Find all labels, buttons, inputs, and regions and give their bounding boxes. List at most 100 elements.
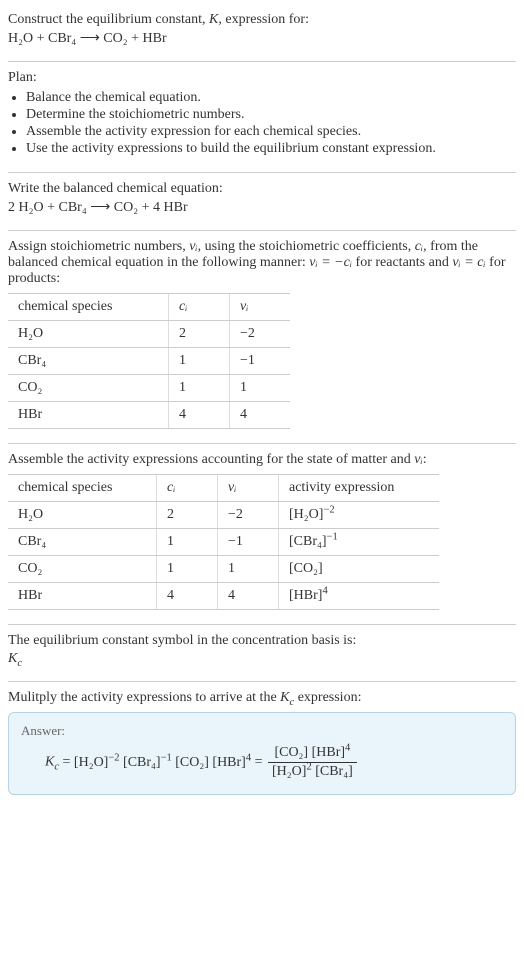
final-heading-b: expression:: [294, 690, 361, 705]
plan-heading: Plan:: [8, 70, 516, 86]
table-header-row: chemical species cᵢ νᵢ activity expressi…: [8, 475, 439, 502]
table-cell: [CO₂]: [279, 556, 440, 583]
table-row: HBr 4 4: [8, 402, 290, 429]
table-cell: −2: [218, 502, 279, 529]
intro-text-post: , expression for:: [218, 12, 309, 27]
table-cell: −2: [230, 321, 291, 348]
answer-box: Answer: Kc = [H₂O]−2 [CBr₄]−1 [CO₂] [HBr…: [8, 712, 516, 795]
table-header: activity expression: [279, 475, 440, 502]
equals: =: [63, 755, 74, 770]
fraction-num: [CO₂] [HBr]4: [268, 745, 357, 763]
plan-item: Use the activity expressions to build th…: [26, 141, 516, 157]
stoich-text-d: for reactants and: [352, 255, 452, 270]
table-cell: H₂O: [8, 502, 157, 529]
activity-heading-b: :: [423, 452, 427, 467]
term-exp: −2: [108, 752, 119, 763]
activity-heading: Assemble the activity expressions accoun…: [8, 452, 516, 468]
table-row: HBr 4 4 [HBr]4: [8, 583, 439, 610]
table-cell: 1: [230, 375, 291, 402]
table-header: chemical species: [8, 475, 157, 502]
stoich-section: Assign stoichiometric numbers, νᵢ , using…: [8, 235, 516, 439]
table-header: cᵢ: [169, 294, 230, 321]
final-section: Mulitply the activity expressions to arr…: [8, 686, 516, 805]
activity-nu: νᵢ: [414, 452, 422, 467]
table-cell: 2: [157, 502, 218, 529]
table-cell: HBr: [8, 402, 169, 429]
activity-base: [H₂O]: [289, 507, 323, 522]
stoich-text: Assign stoichiometric numbers, νᵢ, using…: [8, 239, 516, 287]
stoich-rel1: νᵢ = −cᵢ: [309, 255, 352, 270]
table-cell: [HBr]4: [279, 583, 440, 610]
kcsymbol-line: The equilibrium constant symbol in the c…: [8, 633, 516, 649]
table-row: H₂O 2 −2 [H₂O]−2: [8, 502, 439, 529]
den-exp: 2: [306, 761, 311, 772]
final-heading-a: Mulitply the activity expressions to arr…: [8, 690, 280, 705]
table-cell: 1: [157, 529, 218, 556]
activity-base: [HBr]: [289, 588, 322, 603]
activity-base: [CO₂]: [289, 561, 323, 576]
answer-label: Answer:: [21, 723, 503, 739]
den-base: [CBr₄]: [315, 764, 353, 779]
stoich-text-a: Assign stoichiometric numbers,: [8, 239, 189, 254]
table-cell: 2: [169, 321, 230, 348]
kcsymbol-section: The equilibrium constant symbol in the c…: [8, 629, 516, 677]
stoich-text-b: , using the stoichiometric coefficients,: [198, 239, 415, 254]
table-cell: 4: [169, 402, 230, 429]
plan-list: Balance the chemical equation. Determine…: [8, 90, 516, 157]
final-heading: Mulitply the activity expressions to arr…: [8, 690, 516, 706]
table-cell: CBr₄: [8, 348, 169, 375]
stoich-table: chemical species cᵢ νᵢ H₂O 2 −2 CBr₄ 1 −…: [8, 293, 290, 429]
num-base: [HBr]: [312, 745, 345, 760]
table-header-row: chemical species cᵢ νᵢ: [8, 294, 290, 321]
activity-section: Assemble the activity expressions accoun…: [8, 448, 516, 620]
balanced-equation: 2 H₂O + CBr₄ ⟶ CO₂ + 4 HBr: [8, 199, 516, 216]
table-cell: [CBr₄]−1: [279, 529, 440, 556]
table-cell: 4: [230, 402, 291, 429]
intro-section: Construct the equilibrium constant, K, e…: [8, 8, 516, 57]
activity-exp: −2: [323, 504, 334, 515]
divider: [8, 681, 516, 682]
table-cell: HBr: [8, 583, 157, 610]
divider: [8, 61, 516, 62]
plan-item: Assemble the activity expression for eac…: [26, 124, 516, 140]
term-base: [CBr₄]: [123, 755, 161, 770]
activity-heading-a: Assemble the activity expressions accoun…: [8, 452, 414, 467]
intro-line: Construct the equilibrium constant, K, e…: [8, 12, 516, 28]
table-header: νᵢ: [218, 475, 279, 502]
divider: [8, 230, 516, 231]
table-header: νᵢ: [230, 294, 291, 321]
activity-base: [CBr₄]: [289, 534, 327, 549]
table-cell: 4: [218, 583, 279, 610]
stoich-ci: cᵢ: [415, 239, 423, 254]
activity-table: chemical species cᵢ νᵢ activity expressi…: [8, 474, 439, 610]
term: [HBr]4: [212, 755, 251, 770]
kc-expression: Kc = [H₂O]−2 [CBr₄]−1 [CO₂] [HBr]4 = [CO…: [45, 745, 503, 780]
term: [CO₂]: [175, 755, 209, 770]
balanced-heading: Write the balanced chemical equation:: [8, 181, 516, 197]
stoich-rel2: νᵢ = cᵢ: [452, 255, 485, 270]
plan-section: Plan: Balance the chemical equation. Det…: [8, 66, 516, 168]
fraction: [CO₂] [HBr]4 [H₂O]2 [CBr₄]: [268, 745, 357, 780]
table-cell: 1: [218, 556, 279, 583]
final-kc: K: [280, 690, 289, 705]
table-header: chemical species: [8, 294, 169, 321]
table-cell: CO₂: [8, 375, 169, 402]
table-cell: [H₂O]−2: [279, 502, 440, 529]
kc-k: K: [8, 651, 17, 666]
table-cell: 1: [169, 348, 230, 375]
table-cell: CBr₄: [8, 529, 157, 556]
table-row: CO₂ 1 1: [8, 375, 290, 402]
table-cell: −1: [218, 529, 279, 556]
intro-text-pre: Construct the equilibrium constant,: [8, 12, 209, 27]
num-base: [CO₂]: [274, 745, 308, 760]
equals: =: [255, 755, 266, 770]
num-exp: 4: [345, 742, 350, 753]
divider: [8, 443, 516, 444]
table-cell: CO₂: [8, 556, 157, 583]
table-row: CO₂ 1 1 [CO₂]: [8, 556, 439, 583]
term-base: [H₂O]: [74, 755, 108, 770]
table-row: CBr₄ 1 −1 [CBr₄]−1: [8, 529, 439, 556]
fraction-den: [H₂O]2 [CBr₄]: [268, 763, 357, 780]
divider: [8, 624, 516, 625]
table-cell: H₂O: [8, 321, 169, 348]
